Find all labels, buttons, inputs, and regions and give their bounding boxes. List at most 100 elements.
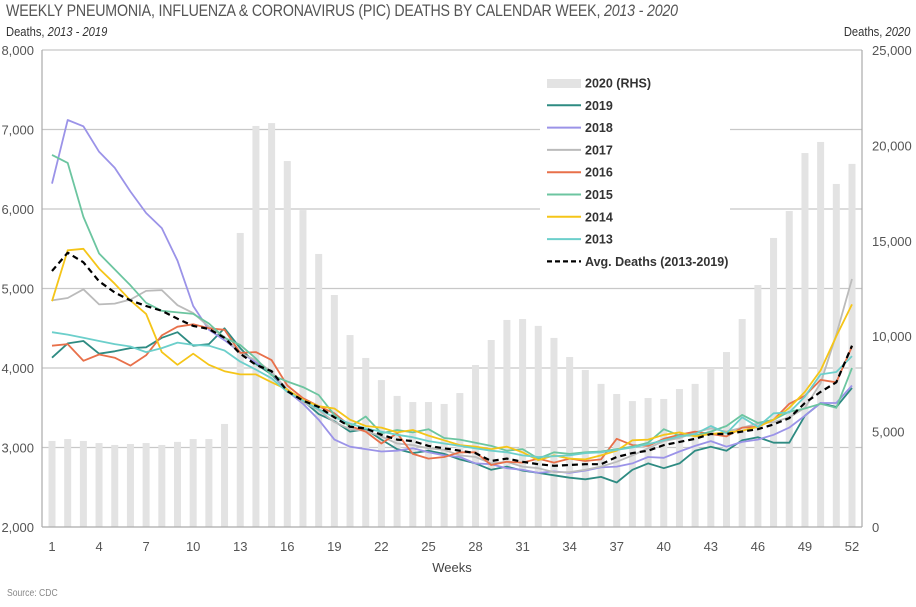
legend-swatch-2020 [547,79,581,88]
line-avg-deaths-2013-2019 [51,251,854,467]
left-axis-title-years: 2013 - 2019 [47,24,108,39]
bar-2020-week-29 [487,340,495,527]
bar-2020-week-32 [534,325,542,527]
left-axis-title-main: Deaths, [6,24,48,39]
legend-label: 2017 [585,143,613,157]
bar-2020-week-47 [770,237,778,528]
legend-label: Avg. Deaths (2013-2019) [585,255,728,269]
legend-label: 2019 [585,99,613,113]
x-tick-label: 25 [421,539,435,554]
bar-2020-week-23 [393,395,401,527]
line-2019 [51,327,853,484]
x-tick-label: 10 [186,539,200,554]
left-tick-label: 5,000 [1,282,34,297]
x-tick-label: 52 [845,539,859,554]
bar-2020-week-48 [785,211,793,527]
axes [41,50,863,528]
x-tick-label: 19 [327,539,341,554]
chart-title: WEEKLY PNEUMONIA, INFLUENZA & CORONAVIRU… [6,2,678,21]
x-tick-label: 34 [562,539,576,554]
bar-2020-week-10 [189,439,197,527]
x-tick-label: 16 [280,539,294,554]
line-2018 [51,119,853,474]
left-tick-label: 8,000 [1,43,34,58]
bar-2020-week-7 [142,443,150,527]
bar-2020-week-8 [158,444,166,527]
tick-labels: 2,000 3,000 4,000 5,000 6,000 7,000 8,000 0 5,00… [1,43,911,554]
right-tick-label: 5,000 [872,425,905,440]
line-2015 [51,154,853,460]
x-tick-label: 49 [798,539,812,554]
bar-2020-week-30 [503,319,511,527]
bar-2020-week-18 [315,253,323,527]
bar-2020-week-42 [691,383,699,527]
bar-2020-week-52 [848,163,856,527]
right-axis-title: Deaths, 2020 [843,24,910,39]
chart-title-main: WEEKLY PNEUMONIA, INFLUENZA & CORONAVIRU… [6,2,604,20]
legend-label: 2015 [585,188,613,202]
bar-2020-week-24 [409,402,417,527]
bar-2020-week-12 [221,423,229,527]
bar-2020-week-3 [79,440,87,527]
bars-2020 [48,123,856,528]
bar-2020-week-5 [111,444,119,527]
legend-label: 2018 [585,121,613,135]
x-tick-label: 4 [95,539,102,554]
legend: 2020 (RHS) 2019 2018 2017 2016 2015 2014 2013 Av… [547,77,728,269]
x-tick-label: 28 [468,539,482,554]
right-tick-label: 20,000 [872,138,912,153]
bar-2020-week-37 [613,394,621,527]
x-tick-label: 22 [374,539,388,554]
bar-2020-week-33 [550,337,558,527]
right-axis-title-main: Deaths, [843,24,886,39]
bar-2020-week-46 [754,285,762,527]
x-tick-label: 43 [704,539,718,554]
bar-2020-week-1 [48,440,56,527]
x-tick-label: 46 [751,539,765,554]
bar-2020-week-44 [723,352,731,527]
bar-2020-week-41 [675,389,683,527]
left-axis-title: Deaths, 2013 - 2019 [6,24,107,39]
left-tick-label: 6,000 [1,202,34,217]
bar-2020-week-14 [252,125,260,527]
series-lines [51,119,854,484]
bar-2020-week-22 [377,380,385,527]
line-2013 [51,331,853,458]
bar-2020-week-35 [581,369,589,527]
bar-2020-week-13 [236,232,244,527]
bar-2020-week-50 [817,141,825,527]
bar-2020-week-26 [440,403,448,527]
left-tick-label: 3,000 [1,441,34,456]
bar-2020-week-17 [299,210,307,527]
bar-2020-week-49 [801,153,809,528]
legend-label: 2016 [585,166,613,180]
right-tick-label: 0 [872,520,879,535]
bar-2020-week-34 [566,356,574,527]
left-tick-label: 4,000 [1,361,34,376]
chart-title-years: 2013 - 2020 [603,2,678,20]
legend-label: 2014 [585,210,613,224]
bar-2020-week-31 [519,319,527,527]
x-tick-label: 40 [657,539,671,554]
bar-2020-week-21 [362,357,370,527]
source-note: Source: CDC [7,588,58,599]
right-axis-title-year: 2020 [885,24,910,39]
right-tick-label: 15,000 [872,234,912,249]
x-tick-label: 7 [143,539,150,554]
bar-2020-week-51 [832,183,840,528]
legend-label: 2013 [585,233,613,247]
right-tick-label: 10,000 [872,329,912,344]
bar-2020-week-25 [424,402,432,527]
bar-2020-week-9 [173,441,181,527]
right-tick-label: 25,000 [872,43,912,58]
x-axis-label: Weeks [432,560,472,575]
bar-2020-week-45 [738,319,746,527]
bar-2020-week-11 [205,439,213,527]
bar-2020-week-16 [283,161,291,527]
x-tick-label: 37 [609,539,623,554]
line-2016 [51,323,853,466]
bar-2020-week-40 [660,398,668,527]
left-tick-label: 7,000 [1,123,34,138]
bar-2020-week-4 [95,443,103,527]
